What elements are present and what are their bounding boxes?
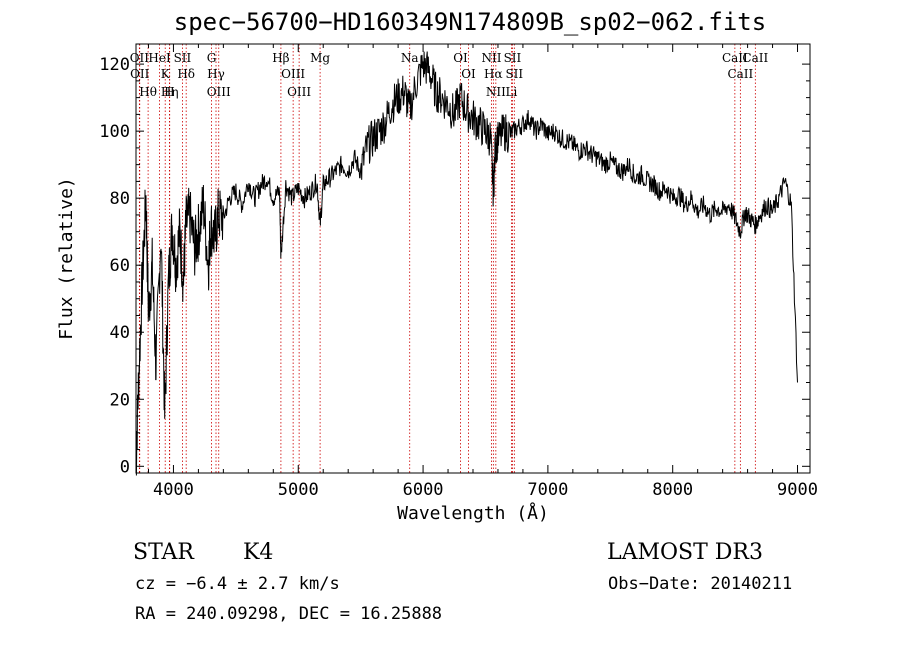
spectral-line-label: OII <box>130 67 150 81</box>
subclass: K4 <box>243 540 274 565</box>
spectral-line-label: Hη <box>161 85 179 99</box>
x-tick-label: 6000 <box>403 480 444 500</box>
spectral-line-label: HeI <box>148 51 171 65</box>
spectral-line-label: OIII <box>287 85 311 99</box>
spectral-line-label: CaII <box>727 67 753 81</box>
x-tick-label: 7000 <box>527 480 568 500</box>
spectral-line-label: CaII <box>742 51 768 65</box>
x-tick-label: 4000 <box>153 480 194 500</box>
spectral-line-label: OII <box>130 51 150 65</box>
spectral-line-label: Hγ <box>207 67 225 81</box>
spectral-line-label: SII <box>505 67 523 81</box>
spectral-line-label: SII <box>174 51 192 65</box>
spectral-line-label: CaII <box>722 51 748 65</box>
y-tick-label: 40 <box>110 323 130 343</box>
spectral-line-label: Hδ <box>177 67 195 81</box>
y-tick-label: 80 <box>110 189 130 209</box>
x-tick-label: 8000 <box>652 480 693 500</box>
coordinates-text: RA = 240.09298, DEC = 16.25888 <box>135 604 443 624</box>
spectrum-series-line <box>135 51 798 476</box>
obs-date: Obs−Date: 20140211 <box>608 574 793 594</box>
chart-title: spec−56700−HD160349N174809B_sp02−062.fit… <box>173 8 767 36</box>
spectral-line-label: NII <box>486 85 506 99</box>
object-class: STAR <box>133 540 194 565</box>
spectral-line-label: NII <box>481 51 501 65</box>
spectral-line-label: G <box>207 51 217 65</box>
spectral-line-label: OI <box>453 51 468 65</box>
spectral-line-label: Mg <box>310 51 330 65</box>
x-tick-label: 5000 <box>278 480 319 500</box>
y-tick-label: 20 <box>110 390 130 410</box>
y-tick-label: 0 <box>120 457 130 477</box>
spectral-line-label: Na <box>401 51 419 65</box>
spectral-line-label: OIII <box>207 85 231 99</box>
spectral-line-label: Li <box>506 85 518 99</box>
spectral-line-label: Hθ <box>139 85 157 99</box>
survey-name: LAMOST DR3 <box>607 540 763 565</box>
spectral-line-label: OIII <box>281 67 305 81</box>
spectral-line-label: Hα <box>484 67 503 81</box>
x-axis-label: Wavelength (Å) <box>397 502 549 524</box>
spectral-line-label: OI <box>461 67 476 81</box>
x-tick-label: 9000 <box>777 480 818 500</box>
spectral-line-label: Hβ <box>272 51 289 65</box>
redshift-text: cz = −6.4 ± 2.7 km/s <box>135 574 340 594</box>
y-tick-label: 60 <box>110 256 130 276</box>
spectral-line-label: SII <box>504 51 522 65</box>
y-tick-label: 100 <box>99 122 130 142</box>
y-tick-label: 120 <box>99 55 130 75</box>
spectral-line-label: K <box>161 67 171 81</box>
spectral-line-label: H <box>164 85 174 99</box>
y-axis-label: Flux (relative) <box>56 177 77 340</box>
